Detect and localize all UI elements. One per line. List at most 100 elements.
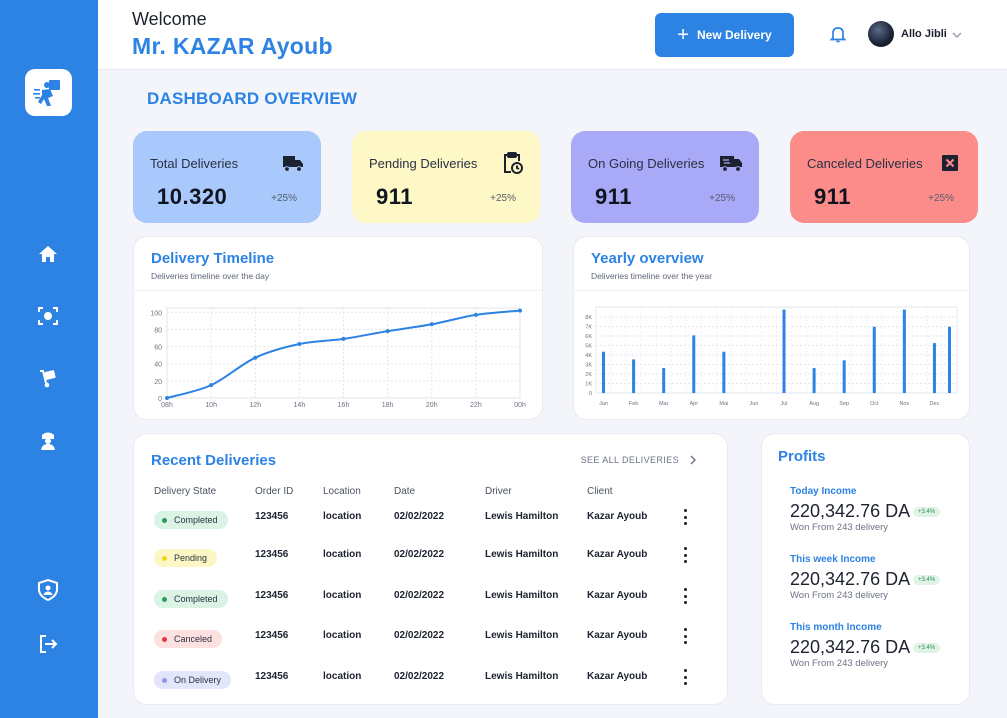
- chevron-down-icon[interactable]: [951, 29, 963, 41]
- bar[interactable]: [602, 351, 606, 393]
- profit-label-week: This week Income: [790, 554, 876, 565]
- stat-card-ongoing[interactable]: On Going Deliveries 911 +25%: [571, 131, 759, 223]
- see-all-deliveries-link[interactable]: SEE ALL DELIVERIES: [581, 455, 697, 465]
- sidebar-item-home[interactable]: [33, 239, 63, 269]
- cell-driver: Lewis Hamilton: [485, 630, 559, 641]
- truck-icon: [283, 156, 303, 172]
- bar[interactable]: [872, 326, 876, 393]
- column-header-order: Order ID: [255, 486, 294, 497]
- column-header-client: Client: [587, 486, 613, 497]
- cell-order: 123456: [255, 549, 289, 560]
- yearly-overview-chart: 0 1K 2K 3K 4K 5K 6K 7K 8K Jan Feb Mar Apr Mai Jun Jul Au…: [585, 306, 958, 407]
- data-point[interactable]: [253, 355, 258, 360]
- status-dot-icon: [162, 636, 167, 642]
- cell-date: 02/02/2022: [394, 630, 445, 641]
- x-tick-label: 08h: [161, 402, 173, 409]
- row-actions-menu-icon[interactable]: [681, 547, 689, 563]
- cell-order: 123456: [255, 630, 289, 641]
- bar[interactable]: [782, 309, 786, 393]
- app-logo[interactable]: [25, 69, 72, 116]
- bar[interactable]: [722, 351, 726, 393]
- status-text: Pending: [174, 553, 208, 563]
- bar[interactable]: [812, 368, 816, 393]
- home-icon: [39, 246, 57, 262]
- cell-date: 02/02/2022: [394, 549, 445, 560]
- data-point[interactable]: [209, 383, 214, 388]
- hand-truck-icon: [40, 370, 56, 388]
- sidebar-item-admin[interactable]: [33, 575, 63, 605]
- stat-label: Total Deliveries: [150, 156, 239, 171]
- cell-client: Kazar Ayoub: [587, 511, 648, 522]
- driver-icon: [41, 432, 55, 450]
- bar[interactable]: [902, 309, 906, 393]
- bar[interactable]: [932, 343, 936, 393]
- y-tick-label: 100: [150, 310, 162, 317]
- x-tick-label: Jul: [781, 401, 788, 407]
- y-tick-label: 40: [154, 362, 162, 369]
- data-point[interactable]: [429, 322, 434, 327]
- stat-card-pending[interactable]: Pending Deliveries 911 +25%: [352, 131, 540, 223]
- sidebar-item-logout[interactable]: [33, 629, 63, 659]
- stat-card-total[interactable]: Total Deliveries 10.320 +25%: [133, 131, 321, 223]
- stat-label: Canceled Deliveries: [807, 156, 923, 171]
- recent-deliveries-card: Recent Deliveries SEE ALL DELIVERIES Del…: [133, 433, 728, 705]
- avatar[interactable]: [868, 21, 894, 47]
- profile-name[interactable]: Allo Jibli: [901, 28, 947, 40]
- stat-card-canceled[interactable]: Canceled Deliveries 911 +25%: [790, 131, 978, 223]
- profit-label-today: Today Income: [790, 486, 857, 497]
- profits-card: Profits Today Income 220,342.76 DA +3.4%…: [761, 433, 970, 705]
- data-point[interactable]: [341, 336, 346, 341]
- row-actions-menu-icon[interactable]: [681, 628, 689, 644]
- x-tick-label: Mai: [719, 401, 728, 407]
- data-point[interactable]: [165, 396, 169, 400]
- bar[interactable]: [692, 335, 696, 393]
- row-actions-menu-icon[interactable]: [681, 509, 689, 525]
- cell-driver: Lewis Hamilton: [485, 671, 559, 682]
- cell-client: Kazar Ayoub: [587, 549, 648, 560]
- cancel-box-icon: [942, 155, 958, 171]
- sidebar-item-drivers[interactable]: [33, 425, 63, 455]
- status-dot-icon: [162, 555, 167, 561]
- x-tick-label: Oct: [870, 401, 879, 407]
- bell-icon[interactable]: [828, 24, 848, 44]
- top-bar: Welcome Mr. KAZAR Ayoub + New Delivery A…: [98, 0, 1007, 70]
- data-point[interactable]: [297, 342, 302, 346]
- profit-value-week: 220,342.76 DA: [790, 569, 911, 589]
- plus-icon: +: [677, 24, 689, 46]
- column-header-location: Location: [323, 486, 361, 497]
- bar[interactable]: [842, 360, 846, 393]
- status-badge: Pending: [154, 549, 218, 567]
- x-tick-label: Jun: [750, 401, 759, 407]
- status-text: On Delivery: [174, 675, 222, 685]
- divider: [134, 290, 542, 291]
- data-point[interactable]: [518, 308, 522, 313]
- row-actions-menu-icon[interactable]: [681, 669, 689, 685]
- x-tick-label: 10h: [205, 402, 217, 409]
- y-tick-label: 6K: [585, 334, 592, 340]
- sidebar-item-scan[interactable]: [33, 301, 63, 331]
- cell-driver: Lewis Hamilton: [485, 590, 559, 601]
- x-tick-label: 22h: [470, 402, 482, 409]
- bar[interactable]: [632, 359, 636, 393]
- y-tick-label: 7K: [585, 325, 592, 331]
- profit-badge: +3.4%: [913, 507, 941, 517]
- row-actions-menu-icon[interactable]: [681, 588, 689, 604]
- y-tick-label: 1K: [585, 382, 592, 388]
- new-delivery-button[interactable]: + New Delivery: [655, 13, 794, 57]
- see-all-label: SEE ALL DELIVERIES: [580, 455, 679, 465]
- cell-date: 02/02/2022: [394, 590, 445, 601]
- data-point[interactable]: [473, 312, 478, 317]
- divider: [574, 290, 969, 291]
- y-tick-label: 5K: [585, 344, 592, 350]
- bar[interactable]: [662, 368, 666, 393]
- bar[interactable]: [947, 326, 951, 393]
- status-text: Canceled: [174, 634, 213, 644]
- moving-truck-icon: [720, 156, 742, 172]
- sidebar-item-deliveries[interactable]: [33, 363, 63, 393]
- data-point[interactable]: [385, 329, 390, 334]
- cell-location: location: [323, 549, 362, 560]
- chevron-right-icon: [690, 455, 696, 465]
- x-tick-label: 16h: [338, 402, 350, 409]
- cell-date: 02/02/2022: [394, 671, 445, 682]
- status-badge: Completed: [154, 590, 228, 608]
